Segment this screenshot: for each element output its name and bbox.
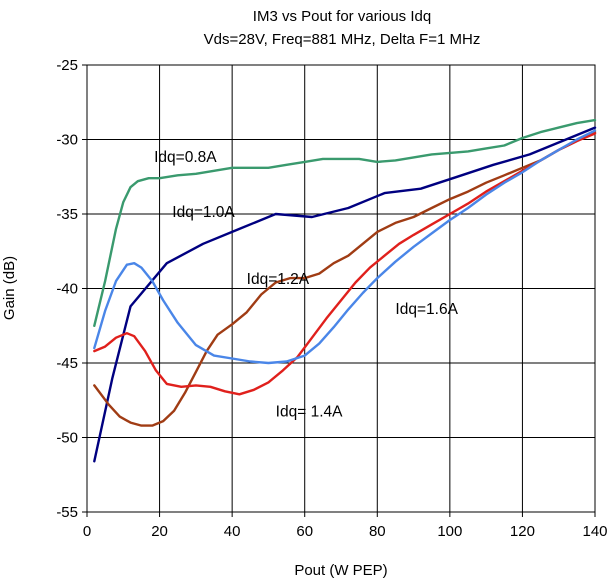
x-tick-label: 40 [224, 523, 241, 540]
x-tick-label: 60 [296, 523, 313, 540]
chart-subtitle: Vds=28V, Freq=881 MHz, Delta F=1 MHz [204, 31, 481, 48]
series-line-4 [93, 129, 597, 365]
y-tick-label: -50 [56, 430, 78, 447]
series-annotations: Idq=0.8A Idq=1.0A Idq=1.2A Idq=1.6A Idq= 1.4… [154, 149, 458, 421]
y-tick-label: -40 [56, 281, 78, 298]
x-tick-label: 80 [369, 523, 386, 540]
x-tick-label: 100 [437, 523, 462, 540]
x-tick-labels: 0 20 40 60 80 100 120 140 [83, 523, 608, 540]
series-line-0 [93, 118, 597, 327]
series-annotation: Idq= 1.4A [276, 404, 343, 421]
series-annotation: Idq=1.2A [247, 271, 310, 288]
series-annotation: Idq=1.0A [172, 204, 235, 221]
x-tick-label: 0 [83, 523, 91, 540]
x-tick-label: 140 [582, 523, 607, 540]
y-tick-label: -55 [56, 504, 78, 521]
axes [82, 64, 596, 517]
x-tick-label: 20 [151, 523, 168, 540]
y-tick-label: -45 [56, 355, 78, 372]
series-lines [93, 118, 597, 463]
y-tick-labels: -25 -30 -35 -40 -45 -50 -55 [56, 57, 78, 521]
y-tick-label: -30 [56, 132, 78, 149]
y-axis-label: Gain (dB) [1, 256, 18, 320]
series-line-1 [93, 126, 597, 463]
gridlines [86, 64, 596, 513]
y-tick-label: -35 [56, 206, 78, 223]
x-tick-label: 120 [510, 523, 535, 540]
series-line-2 [93, 130, 597, 427]
series-annotation: Idq=0.8A [154, 149, 217, 166]
x-axis-label: Pout (W PEP) [294, 562, 387, 579]
y-tick-label: -25 [56, 57, 78, 74]
series-line-3 [93, 132, 597, 396]
series-annotation: Idq=1.6A [395, 301, 458, 318]
chart-title: IM3 vs Pout for various Idq [253, 8, 431, 25]
